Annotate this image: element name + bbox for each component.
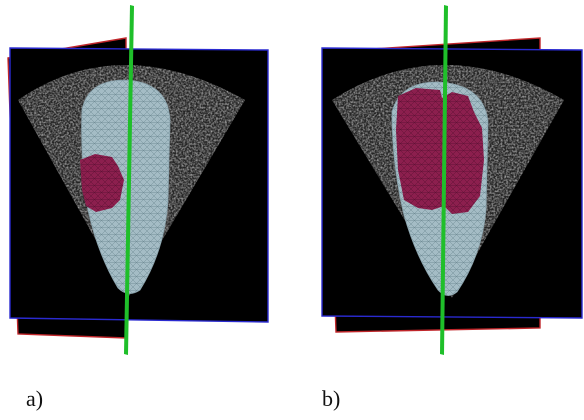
vertical-slice-plane xyxy=(440,5,448,355)
panel-b-label: b) xyxy=(322,386,341,411)
vertical-slice-plane xyxy=(124,5,134,355)
panel-b xyxy=(292,0,584,370)
ultrasound-3d-view-a xyxy=(7,5,269,355)
panel-a xyxy=(0,0,292,370)
highlighted-region xyxy=(80,154,124,212)
panel-a-label: a) xyxy=(26,386,44,411)
ultrasound-3d-view-b xyxy=(321,5,583,355)
highlighted-region xyxy=(396,88,484,214)
